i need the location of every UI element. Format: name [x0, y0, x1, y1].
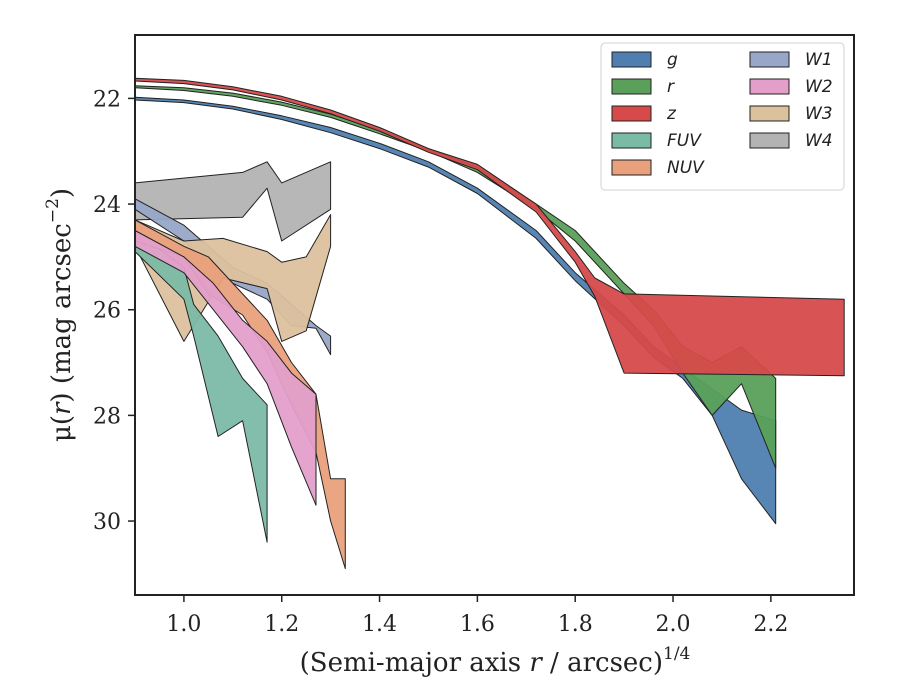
legend-label-fuv: FUV	[667, 131, 702, 151]
legend-swatch-w2	[749, 78, 790, 95]
y-tick-label: 30	[93, 510, 121, 535]
legend-label-nuv: NUV	[667, 158, 705, 178]
legend-swatch-fuv	[611, 132, 652, 149]
x-tick-label: 2.0	[656, 612, 691, 637]
y-tick-label: 26	[93, 299, 121, 324]
x-tick-label: 1.2	[264, 612, 299, 637]
x-tick-label: 2.2	[753, 612, 788, 637]
legend-label-w1: W1	[805, 50, 833, 70]
x-tick-label: 1.8	[558, 612, 593, 637]
y-tick-label: 28	[93, 404, 121, 429]
plot-frame	[134, 34, 855, 596]
legend-swatch-w3	[749, 105, 790, 122]
y-axis-label-close: )	[47, 188, 77, 198]
legend-swatch-nuv	[611, 159, 652, 176]
x-axis-label: (Semi-major axis r / arcsec)1/4	[300, 644, 691, 678]
y-axis-label: μ(r) (mag arcsec−2)	[43, 188, 77, 442]
legend-label-z: z	[666, 104, 677, 124]
legend-label-w2: W2	[805, 77, 833, 97]
legend-label-g: g	[667, 50, 678, 70]
legend-label-w3: W3	[805, 104, 833, 124]
legend: grz FUV NUV W1 W2 W3 W4	[600, 42, 845, 191]
band-fuv	[134, 230, 268, 543]
x-tick-label: 1.0	[166, 612, 201, 637]
profile-bands	[134, 77, 845, 570]
legend-label-r: r	[667, 77, 675, 97]
y-tick-label: 22	[93, 87, 121, 112]
x-axis-label-exponent: 1/4	[663, 644, 690, 664]
y-axis-ticks: 22 24 26 28 30	[93, 87, 135, 535]
y-tick-label: 24	[93, 193, 121, 218]
band-z	[134, 77, 845, 377]
legend-swatch-g	[611, 51, 652, 68]
x-tick-label: 1.4	[362, 612, 397, 637]
band-w4	[134, 161, 332, 242]
y-axis-label-exponent: −2	[43, 198, 63, 223]
x-tick-label: 1.6	[460, 612, 495, 637]
legend-label-w4: W4	[805, 131, 833, 151]
band-g	[134, 96, 777, 525]
y-axis-label-text: μ(r) (mag arcsec	[47, 223, 77, 442]
legend-swatch-w1	[749, 51, 790, 68]
band-w2	[134, 230, 317, 506]
legend-swatch-w4	[749, 132, 790, 149]
legend-swatch-r	[611, 78, 652, 95]
x-axis-label-text: (Semi-major axis r / arcsec)	[300, 648, 663, 678]
x-axis-ticks: 1.0 1.2 1.4 1.6 1.8 2.0 2.2	[166, 595, 788, 637]
legend-swatch-z	[611, 105, 652, 122]
